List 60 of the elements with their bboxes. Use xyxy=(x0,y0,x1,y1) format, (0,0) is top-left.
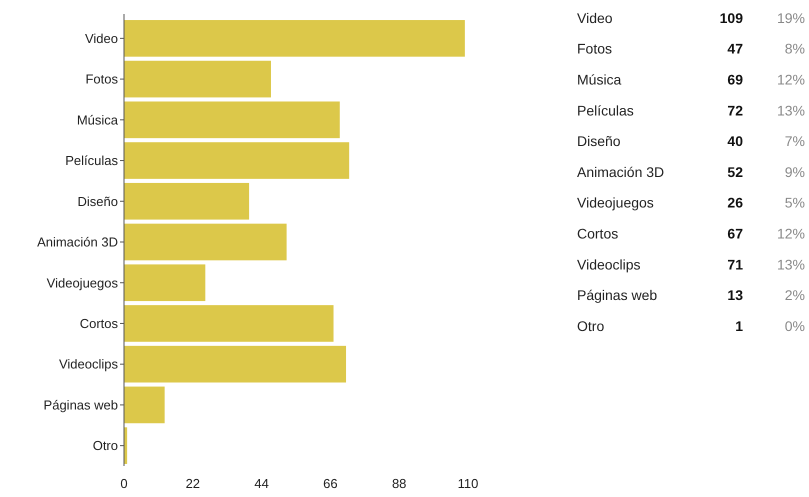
data-label: 40 xyxy=(727,133,744,150)
bar xyxy=(124,305,334,342)
y-tick-label: Páginas web xyxy=(44,397,118,412)
bar xyxy=(124,20,465,57)
category-label: Video xyxy=(577,10,613,26)
text: 0% xyxy=(784,318,805,334)
y-tick-label: Animación 3D xyxy=(37,234,118,250)
text: 12% xyxy=(776,226,805,242)
x-tick-label: 110 xyxy=(458,476,478,491)
data-label: 71 xyxy=(727,256,744,272)
data-label: 13 xyxy=(727,287,744,304)
category-label: Páginas web xyxy=(577,287,658,304)
y-tick-label: Películas xyxy=(65,153,118,168)
y-tick-label: Música xyxy=(76,112,119,128)
data-label: 69 xyxy=(727,72,744,88)
category-label: Otro xyxy=(577,318,604,334)
data-label: 47 xyxy=(727,40,744,57)
category-label: Cortos xyxy=(577,226,618,242)
bar xyxy=(124,386,165,424)
x-tick-label: 44 xyxy=(254,476,269,491)
category-label: Animación 3D xyxy=(577,164,664,180)
category-label: Videojuegos xyxy=(577,194,654,211)
bar xyxy=(124,142,350,179)
y-tick-label: Fotos xyxy=(85,72,118,87)
bar xyxy=(124,182,250,220)
x-tick-label: 66 xyxy=(323,476,338,491)
category-label: Música xyxy=(577,72,622,88)
category-label: Videoclips xyxy=(577,256,641,272)
category-label: Películas xyxy=(577,102,634,118)
data-label: 72 xyxy=(727,102,744,118)
data-label: 109 xyxy=(720,10,744,26)
text: 19% xyxy=(776,10,805,26)
category-label: Diseño xyxy=(577,133,621,150)
text: 7% xyxy=(784,133,805,150)
y-tick-label: Videojuegos xyxy=(46,275,118,290)
y-tick-label: Diseño xyxy=(78,194,118,209)
data-label: 52 xyxy=(727,164,744,180)
bar xyxy=(124,60,271,98)
bar xyxy=(124,224,287,260)
data-label: 26 xyxy=(727,194,744,211)
bar xyxy=(124,346,346,383)
text: 12% xyxy=(776,72,805,88)
y-tick-label: Cortos xyxy=(80,316,118,332)
data-label: 1 xyxy=(735,318,744,334)
bar xyxy=(124,264,206,302)
text: 13% xyxy=(776,256,805,272)
text: 2% xyxy=(784,287,805,304)
text: 13% xyxy=(776,102,805,118)
bar xyxy=(124,101,340,138)
text: 9% xyxy=(784,164,805,180)
data-label: 67 xyxy=(727,226,744,242)
x-tick-label: 88 xyxy=(392,476,406,491)
y-tick-label: Video xyxy=(84,30,118,46)
y-tick-label: Otro xyxy=(92,438,118,454)
x-tick-label: 0 xyxy=(120,476,128,491)
text: 8% xyxy=(784,40,805,57)
category-label: Fotos xyxy=(577,40,612,57)
y-tick-label: Videoclips xyxy=(58,356,118,372)
text: 5% xyxy=(784,194,805,211)
x-tick-label: 22 xyxy=(186,476,200,491)
